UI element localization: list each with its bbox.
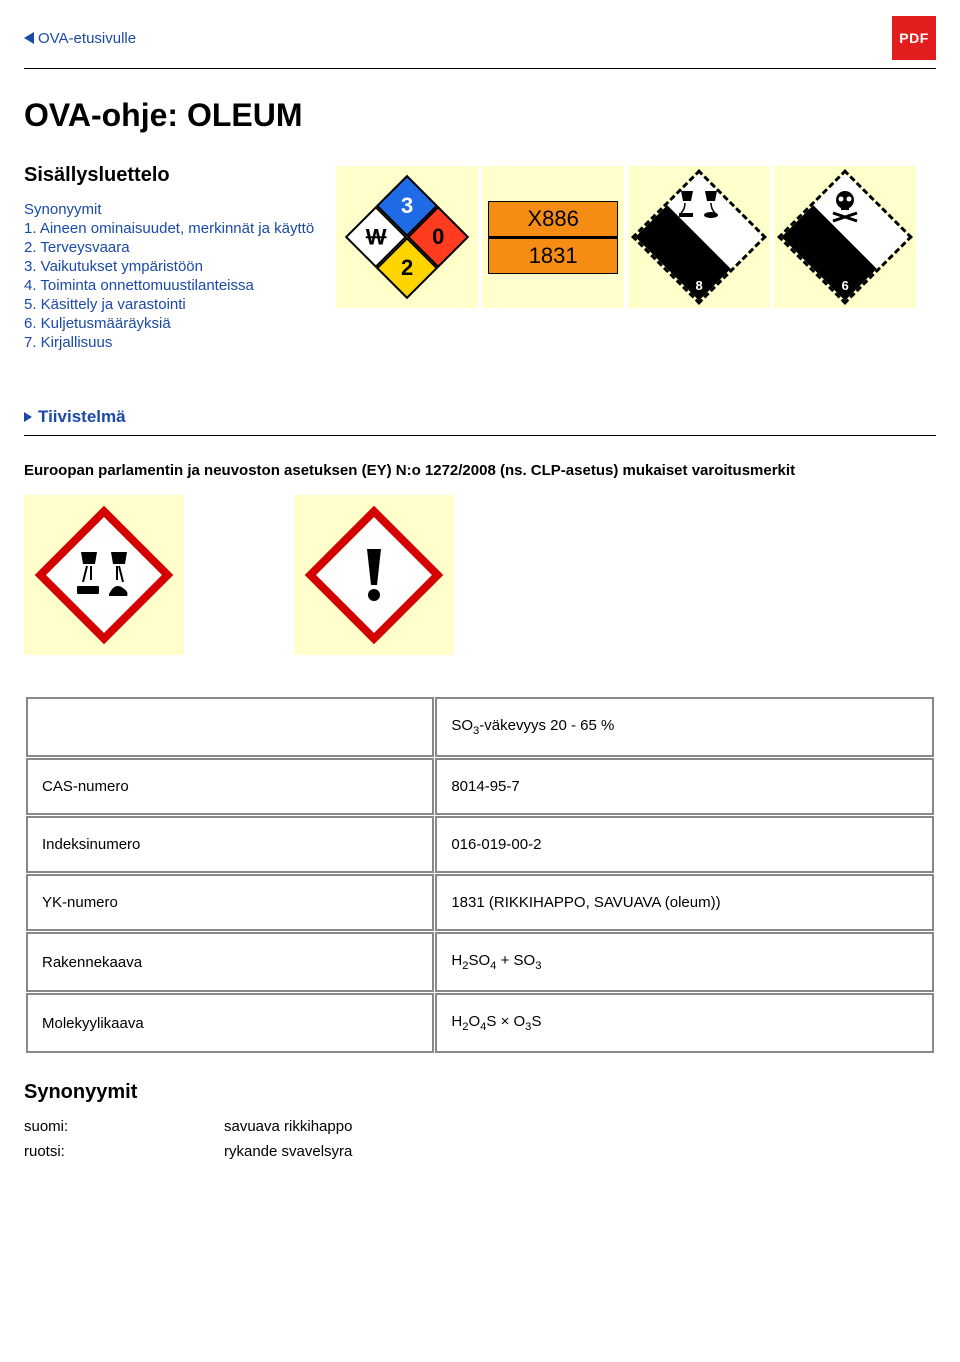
divider	[24, 68, 936, 69]
table-row: YK-numero1831 (RIKKIHAPPO, SAVUAVA (oleu…	[27, 875, 933, 930]
toc-and-hazards-row: Sisällysluettelo Synonyymit 1. Aineen omi…	[24, 164, 936, 383]
property-label: YK-numero	[27, 875, 433, 930]
synonym-value: rykande svavelsyra	[224, 1143, 352, 1160]
property-value: SO3-väkevyys 20 - 65 %	[436, 698, 933, 756]
adr-toxic-class: 6	[842, 278, 849, 293]
toc-link[interactable]: 2. Terveysvaara	[24, 239, 130, 256]
synonym-lang: suomi:	[24, 1118, 224, 1135]
table-row: RakennekaavaH2SO4 + SO3	[27, 933, 933, 991]
hazard-panels: 3 0 W 2 X886 1831	[334, 164, 918, 310]
synonym-lang: ruotsi:	[24, 1143, 224, 1160]
property-value: H2O4S × O3S	[436, 994, 933, 1052]
hazard-id-number: X886	[488, 201, 618, 237]
nfpa-diamond: 3 0 W 2	[345, 175, 469, 299]
back-link-label: OVA-etusivulle	[38, 30, 136, 47]
toc-link[interactable]: 1. Aineen ominaisuudet, merkinnät ja käy…	[24, 220, 314, 237]
adr-corrosive-cell: 8	[626, 164, 772, 310]
pdf-label: PDF	[899, 30, 929, 46]
table-row: Indeksinumero016-019-00-2	[27, 817, 933, 872]
toc-heading: Sisällysluettelo	[24, 164, 314, 187]
property-label: Indeksinumero	[27, 817, 433, 872]
left-arrow-icon	[24, 32, 34, 44]
toc-link[interactable]: 6. Kuljetusmääräyksiä	[24, 315, 171, 332]
exclamation-icon	[349, 545, 399, 605]
divider	[24, 435, 936, 436]
property-label	[27, 698, 433, 756]
clp-pictograms	[24, 495, 936, 655]
property-value: 1831 (RIKKIHAPPO, SAVUAVA (oleum))	[436, 875, 933, 930]
synonyms-heading: Synonyymit	[24, 1081, 936, 1104]
toc-link[interactable]: 3. Vaikutukset ympäristöön	[24, 258, 203, 275]
summary-label: Tiivistelmä	[38, 407, 126, 427]
adr-toxic-cell: 6	[772, 164, 918, 310]
corrosive-icon	[679, 189, 719, 223]
toc-link[interactable]: 7. Kirjallisuus	[24, 334, 112, 351]
table-row: MolekyylikaavaH2O4S × O3S	[27, 994, 933, 1052]
back-link[interactable]: OVA-etusivulle	[24, 30, 136, 47]
synonym-row: suomi:savuava rikkihappo	[24, 1118, 936, 1135]
table-of-contents: Sisällysluettelo Synonyymit 1. Aineen omi…	[24, 164, 314, 353]
corrosive-icon	[73, 544, 135, 606]
synonym-row: ruotsi:rykande svavelsyra	[24, 1143, 936, 1160]
property-label: CAS-numero	[27, 759, 433, 814]
property-label: Molekyylikaava	[27, 994, 433, 1052]
hazard-id-plate-cell: X886 1831	[480, 164, 626, 310]
toc-link[interactable]: Synonyymit	[24, 201, 102, 218]
synonyms-list: suomi:savuava rikkihapporuotsi:rykande s…	[24, 1118, 936, 1160]
clp-exclamation-cell	[294, 495, 454, 655]
clp-corrosive-cell	[24, 495, 184, 655]
top-bar: OVA-etusivulle PDF	[24, 16, 936, 60]
clp-heading: Euroopan parlamentin ja neuvoston asetuk…	[24, 460, 936, 481]
skull-crossbones-icon	[827, 187, 863, 227]
table-row: CAS-numero8014-95-7	[27, 759, 933, 814]
synonym-value: savuava rikkihappo	[224, 1118, 352, 1135]
toc-link[interactable]: 5. Käsittely ja varastointi	[24, 296, 186, 313]
property-value: 8014-95-7	[436, 759, 933, 814]
nfpa-diamond-cell: 3 0 W 2	[334, 164, 480, 310]
un-number: 1831	[488, 237, 618, 274]
property-value: H2SO4 + SO3	[436, 933, 933, 991]
property-label: Rakennekaava	[27, 933, 433, 991]
toc-link[interactable]: 4. Toiminta onnettomuustilanteissa	[24, 277, 254, 294]
summary-link[interactable]: Tiivistelmä	[24, 407, 936, 427]
page-title: OVA-ohje: OLEUM	[24, 97, 936, 134]
pdf-button[interactable]: PDF	[892, 16, 936, 60]
table-row: SO3-väkevyys 20 - 65 %	[27, 698, 933, 756]
properties-table: SO3-väkevyys 20 - 65 %CAS-numero8014-95-…	[24, 695, 936, 1055]
property-value: 016-019-00-2	[436, 817, 933, 872]
triangle-right-icon	[24, 412, 32, 422]
adr-corrosive-class: 8	[696, 278, 703, 293]
